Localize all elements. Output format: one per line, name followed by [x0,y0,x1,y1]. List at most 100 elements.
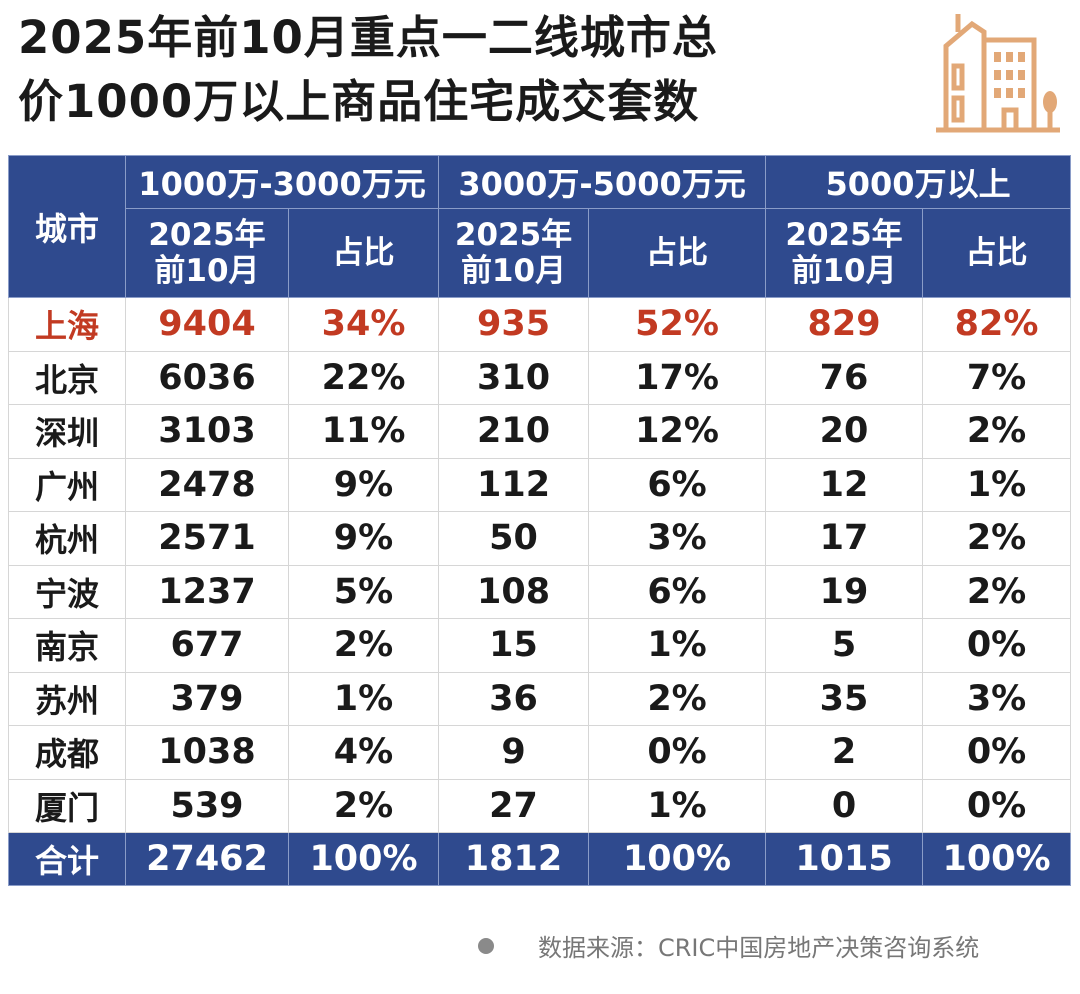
sub-header: 占比 [922,208,1072,298]
sub-header: 占比 [588,208,767,298]
total-cell: 100% [922,832,1072,886]
value-cell: 1% [922,457,1072,512]
value-cell: 17 [765,511,924,566]
value-cell: 539 [125,778,289,833]
value-cell: 0% [588,725,767,780]
value-cell: 12% [588,404,767,459]
sub-header: 占比 [287,208,440,298]
value-cell: 379 [125,671,289,726]
title-line: 2025年前10月重点一二线城市总 [18,11,718,64]
value-cell: 108 [438,564,590,619]
city-cell: 上海 [8,297,126,352]
value-cell: 35 [765,671,924,726]
group-header: 5000万以上 [765,155,1072,209]
sub-header-line: 前10月 [791,253,897,289]
value-cell: 5 [765,618,924,673]
sub-header-line: 2025年 [454,217,573,253]
total-cell: 100% [287,832,440,886]
total-cell: 27462 [125,832,289,886]
value-cell: 3% [588,511,767,566]
value-cell: 52% [588,297,767,352]
table-row: 广州 2478 9% 112 6% 12 1% [8,457,1072,512]
title: 2025年前10月重点一二线城市总 价1000万以上商品住宅成交套数 [18,6,918,134]
source: 数据来源：CRIC中国房地产决策咨询系统 [478,928,979,963]
value-cell: 2 [765,725,924,780]
value-cell: 36 [438,671,590,726]
value-cell: 34% [287,297,440,352]
value-cell: 935 [438,297,590,352]
value-cell: 2571 [125,511,289,566]
value-cell: 2% [922,511,1072,566]
value-cell: 5% [287,564,440,619]
value-cell: 2478 [125,457,289,512]
value-cell: 22% [287,350,440,405]
city-cell: 厦门 [8,778,126,833]
value-cell: 19 [765,564,924,619]
city-cell: 深圳 [8,404,126,459]
value-cell: 3103 [125,404,289,459]
value-cell: 1% [287,671,440,726]
sub-header-line: 占比 [332,235,395,271]
city-cell: 南京 [8,618,126,673]
value-cell: 4% [287,725,440,780]
value-cell: 12 [765,457,924,512]
sub-header-line: 占比 [965,235,1028,271]
sub-header: 2025年 前10月 [125,208,289,298]
value-cell: 17% [588,350,767,405]
value-cell: 20 [765,404,924,459]
value-cell: 6% [588,457,767,512]
value-cell: 6% [588,564,767,619]
group-header: 3000万-5000万元 [438,155,767,209]
value-cell: 9404 [125,297,289,352]
city-cell: 杭州 [8,511,126,566]
value-cell: 112 [438,457,590,512]
value-cell: 2% [922,564,1072,619]
value-cell: 677 [125,618,289,673]
value-cell: 15 [438,618,590,673]
table-row: 南京 677 2% 15 1% 5 0% [8,618,1072,673]
value-cell: 1% [588,778,767,833]
table-row: 深圳 3103 11% 210 12% 20 2% [8,404,1072,459]
sub-header-line: 占比 [646,235,709,271]
city-header: 城市 [8,155,126,298]
value-cell: 11% [287,404,440,459]
table-row: 成都 1038 4% 9 0% 2 0% [8,725,1072,780]
table-row: 杭州 2571 9% 50 3% 17 2% [8,511,1072,566]
value-cell: 76 [765,350,924,405]
value-cell: 2% [287,778,440,833]
table-row: 厦门 539 2% 27 1% 0 0% [8,778,1072,833]
table-row: 宁波 1237 5% 108 6% 19 2% [8,564,1072,619]
value-cell: 6036 [125,350,289,405]
sub-header-line: 前10月 [460,253,567,289]
title-line: 价1000万以上商品住宅成交套数 [18,75,700,128]
city-cell: 成都 [8,725,126,780]
value-cell: 3% [922,671,1072,726]
sub-header: 2025年 前10月 [438,208,590,298]
value-cell: 310 [438,350,590,405]
city-cell: 苏州 [8,671,126,726]
value-cell: 9% [287,511,440,566]
group-header: 1000万-3000万元 [124,155,440,209]
value-cell: 7% [922,350,1072,405]
value-cell: 2% [287,618,440,673]
value-cell: 27 [438,778,590,833]
value-cell: 0% [922,725,1072,780]
building-icon [936,14,1060,133]
value-cell: 0% [922,778,1072,833]
data-table: 城市 1000万-3000万元 3000万-5000万元 5000万以上 2025年前… [8,155,1072,886]
value-cell: 1237 [125,564,289,619]
value-cell: 829 [765,297,924,352]
total-cell: 1812 [438,832,590,886]
city-cell: 广州 [8,457,126,512]
total-cell: 100% [588,832,767,886]
table-row: 北京 6036 22% 310 17% 76 7% [8,350,1072,405]
sub-header-line: 2025年 [785,217,903,253]
value-cell: 9% [287,457,440,512]
sub-header-line: 2025年 [148,217,266,253]
total-label: 合计 [8,832,126,886]
value-cell: 2% [588,671,767,726]
table-row: 苏州 379 1% 36 2% 35 3% [8,671,1072,726]
sub-header: 2025年 前10月 [765,208,924,298]
value-cell: 2% [922,404,1072,459]
